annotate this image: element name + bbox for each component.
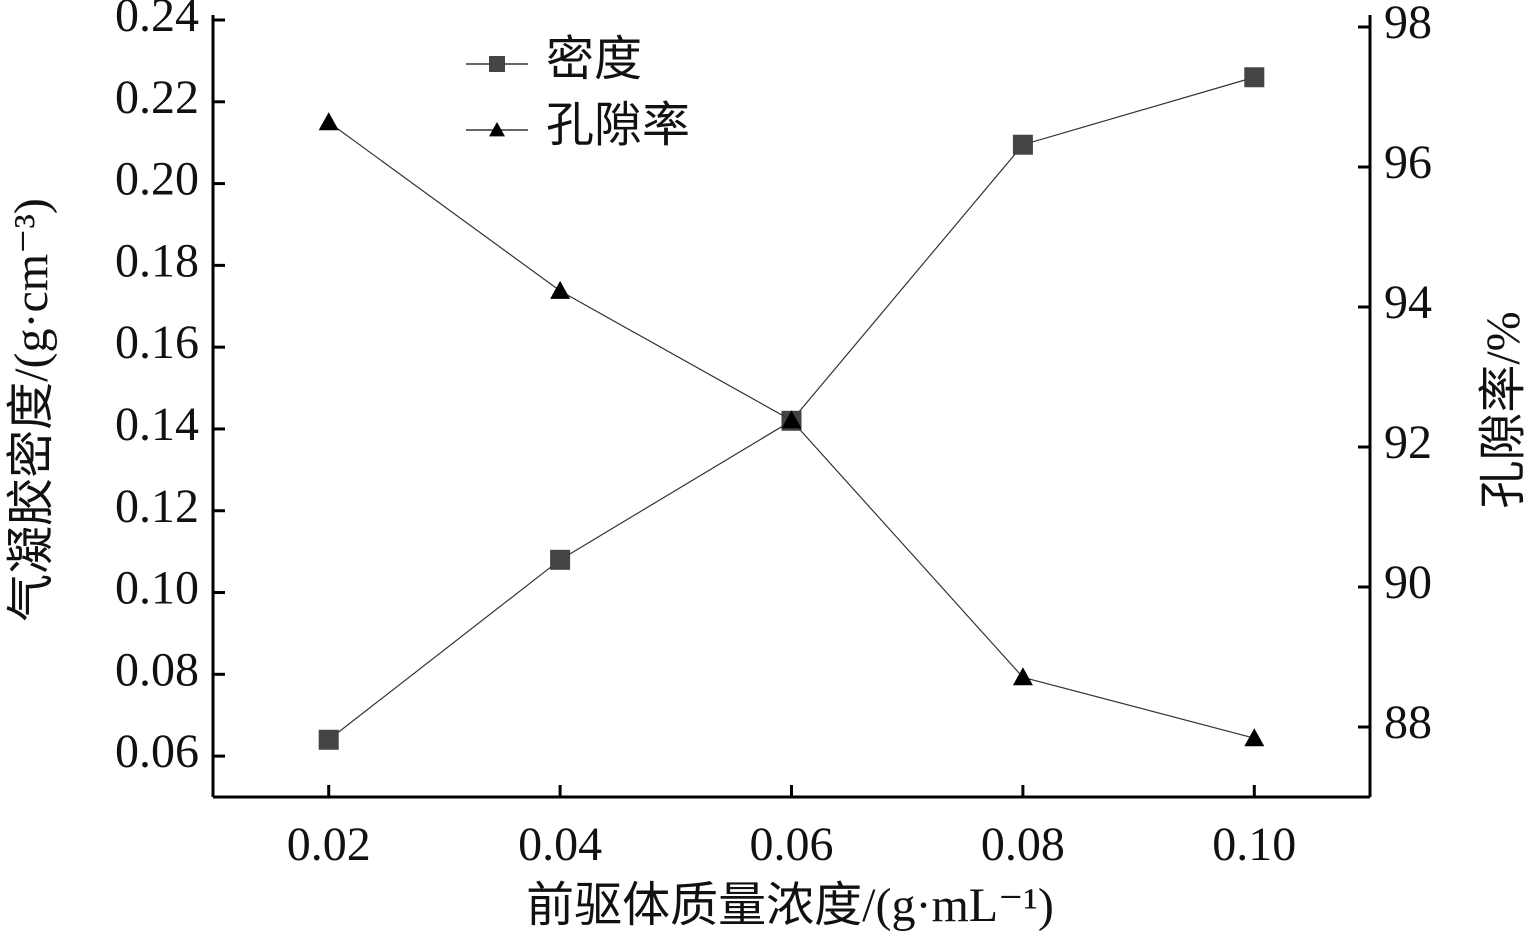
x-tick-label: 0.06 bbox=[750, 818, 834, 871]
y-tick-label: 0.12 bbox=[115, 480, 199, 533]
y-tick-label: 0.16 bbox=[115, 316, 199, 369]
y2-tick-label: 92 bbox=[1384, 416, 1432, 469]
y-tick-label: 0.06 bbox=[115, 725, 199, 778]
data-point bbox=[1012, 134, 1033, 155]
y2-tick-label: 94 bbox=[1384, 276, 1432, 329]
y-tick-label: 0.24 bbox=[115, 0, 199, 42]
x-tick-label: 0.10 bbox=[1212, 818, 1296, 871]
data-point bbox=[1244, 728, 1265, 747]
data-point bbox=[318, 112, 339, 131]
y-axis-label: 气凝胶密度/(g·cm⁻³) bbox=[5, 198, 58, 622]
data-point bbox=[1012, 667, 1033, 686]
legend-label: 孔隙率 bbox=[546, 99, 690, 152]
y-tick-label: 0.20 bbox=[115, 153, 199, 206]
data-point bbox=[1244, 67, 1265, 88]
y-tick-label: 0.14 bbox=[115, 398, 199, 451]
x-tick-label: 0.08 bbox=[981, 818, 1065, 871]
y2-tick-label: 96 bbox=[1384, 136, 1432, 189]
y-tick-label: 0.10 bbox=[115, 562, 199, 615]
y2-tick-label: 98 bbox=[1384, 0, 1432, 49]
y-tick-label: 0.18 bbox=[115, 234, 199, 287]
x-tick-label: 0.02 bbox=[287, 818, 371, 871]
legend-label: 密度 bbox=[546, 33, 642, 86]
data-point bbox=[781, 410, 802, 429]
y2-tick-label: 88 bbox=[1384, 696, 1432, 749]
legend-marker bbox=[489, 122, 505, 137]
data-point bbox=[550, 549, 571, 570]
y2-axis-label: 孔隙率/% bbox=[1477, 311, 1530, 508]
y2-tick-label: 90 bbox=[1384, 556, 1432, 609]
y-tick-label: 0.22 bbox=[115, 71, 199, 124]
data-point bbox=[550, 280, 571, 299]
series-line bbox=[328, 76, 1255, 741]
x-axis-label: 前驱体质量浓度/(g·mL⁻¹) bbox=[526, 879, 1054, 932]
data-point bbox=[318, 729, 339, 750]
legend-marker bbox=[489, 56, 505, 72]
y-tick-label: 0.08 bbox=[115, 643, 199, 696]
x-tick-label: 0.04 bbox=[518, 818, 602, 871]
